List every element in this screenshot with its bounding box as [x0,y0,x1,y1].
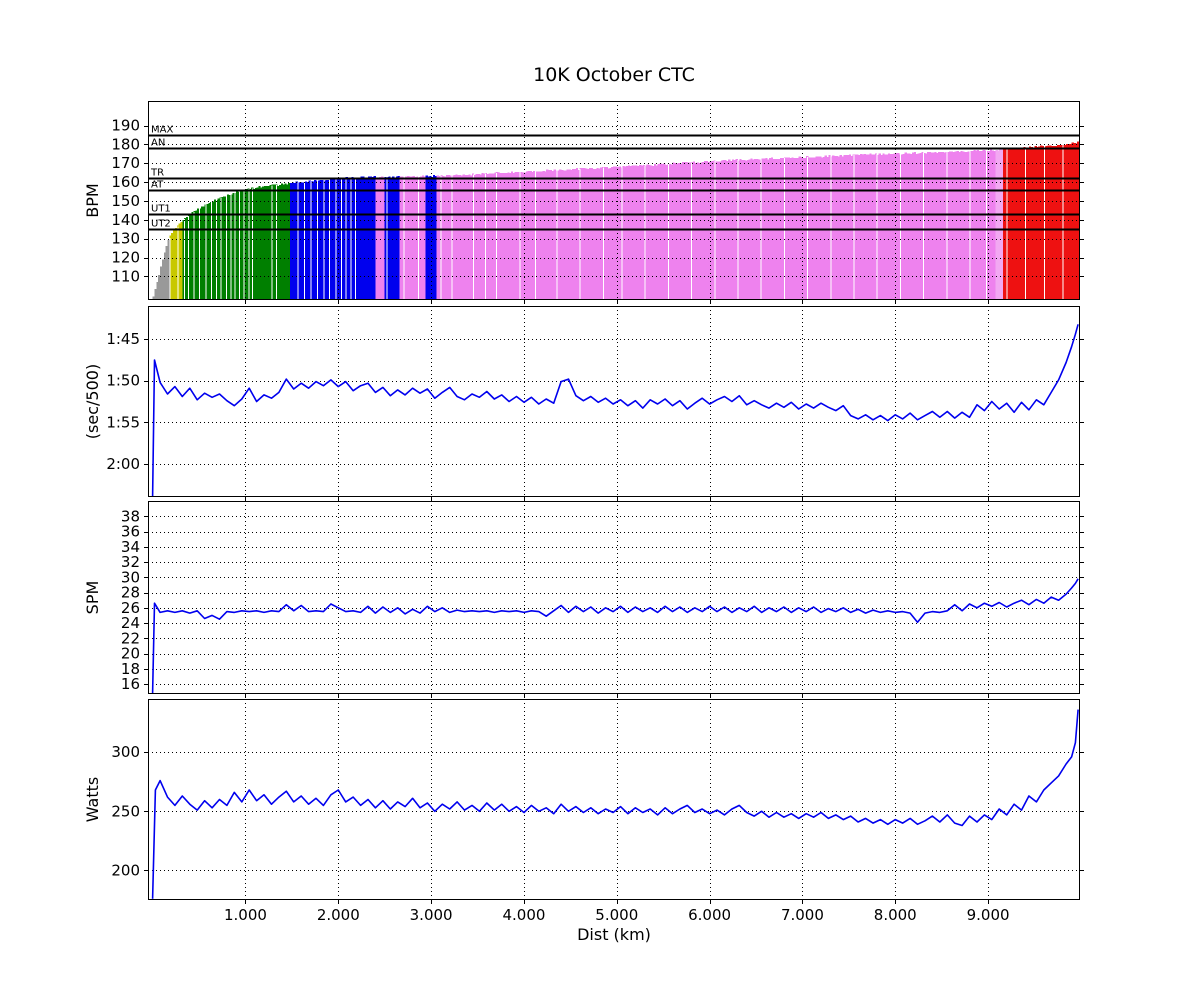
grid-lines [148,101,1080,300]
x-tick-label: 1.000 [224,906,267,924]
y-tick-label: 1:50 [106,372,140,390]
y-tick-label: 150 [111,192,140,210]
figure-title: 10K October CTC [533,64,695,86]
x-tick-label: 4.000 [502,906,545,924]
y-tick-labels: 1:45 1:50 1:55 2:00 [106,330,140,473]
y-tick-label: 32 [121,553,140,571]
y-tick-label: 250 [111,802,140,820]
power-chart: 200 250 300 Watts [83,699,1084,904]
y-axis-label-heart-rate: BPM [83,183,102,217]
y-tick-label: 170 [111,154,140,172]
zone-label-max: MAX [151,125,173,136]
x-axis-label: Dist (km) [577,925,651,944]
grid-lines [148,501,1080,694]
y-tick-label: 24 [121,614,140,632]
y-tick-label: 36 [121,523,140,541]
y-tick-label: 180 [111,135,140,153]
y-tick-label: 30 [121,568,140,586]
axes-border [144,699,1084,904]
y-tick-label: 190 [111,117,140,135]
y-tick-label: 38 [121,507,140,525]
grid-lines [148,306,1080,497]
power-line [151,709,1079,899]
zone-label-at: AT [151,180,164,191]
pace-line [151,324,1079,498]
x-tick-label: 8.000 [874,906,917,924]
y-tick-label: 300 [111,743,140,761]
x-tick-labels: 1.000 2.000 3.000 4.000 5.000 6.000 7.000 8.000… [224,906,1010,924]
y-axis-label-pace: (sec/500) [83,364,102,439]
y-tick-label: 140 [111,211,140,229]
grid-lines [148,699,1080,900]
y-tick-label: 20 [121,645,140,663]
y-tick-label: 1:55 [106,413,140,431]
x-tick-label: 9.000 [967,906,1010,924]
y-tick-label: 28 [121,584,140,602]
y-axis-label-stroke-rate: SPM [83,581,102,615]
zone-label-tr: TR [150,168,164,179]
y-tick-label: 26 [121,599,140,617]
axes-border [144,101,1084,304]
zone-label-an: AN [151,138,165,149]
pace-chart: 1:45 1:50 1:55 2:00(sec/500) [83,306,1084,501]
x-tick-label: 5.000 [595,906,638,924]
x-tick-label: 6.000 [688,906,731,924]
bar-gap-lines [169,144,1064,300]
x-tick-label: 3.000 [410,906,453,924]
y-tick-label: 200 [111,861,140,879]
y-tick-label: 2:00 [106,455,140,473]
x-tick-label: 7.000 [781,906,824,924]
y-tick-label: 110 [111,267,140,285]
axes-border [144,501,1084,698]
stroke-rate-line [151,578,1079,694]
y-axis-label-power: Watts [83,777,102,822]
zone-label-ut1: UT1 [151,204,171,215]
zone-label-ut2: UT2 [151,219,171,230]
y-tick-label: 1:45 [106,330,140,348]
x-tick-label: 2.000 [317,906,360,924]
y-tick-label: 130 [111,230,140,248]
y-tick-label: 18 [121,660,140,678]
axes-border [144,306,1084,501]
y-tick-label: 120 [111,249,140,267]
y-tick-labels: 200 250 300 [111,743,140,879]
y-tick-label: 16 [121,675,140,693]
y-tick-label: 34 [121,538,140,556]
y-tick-label: 160 [111,173,140,191]
y-tick-label: 22 [121,629,140,647]
